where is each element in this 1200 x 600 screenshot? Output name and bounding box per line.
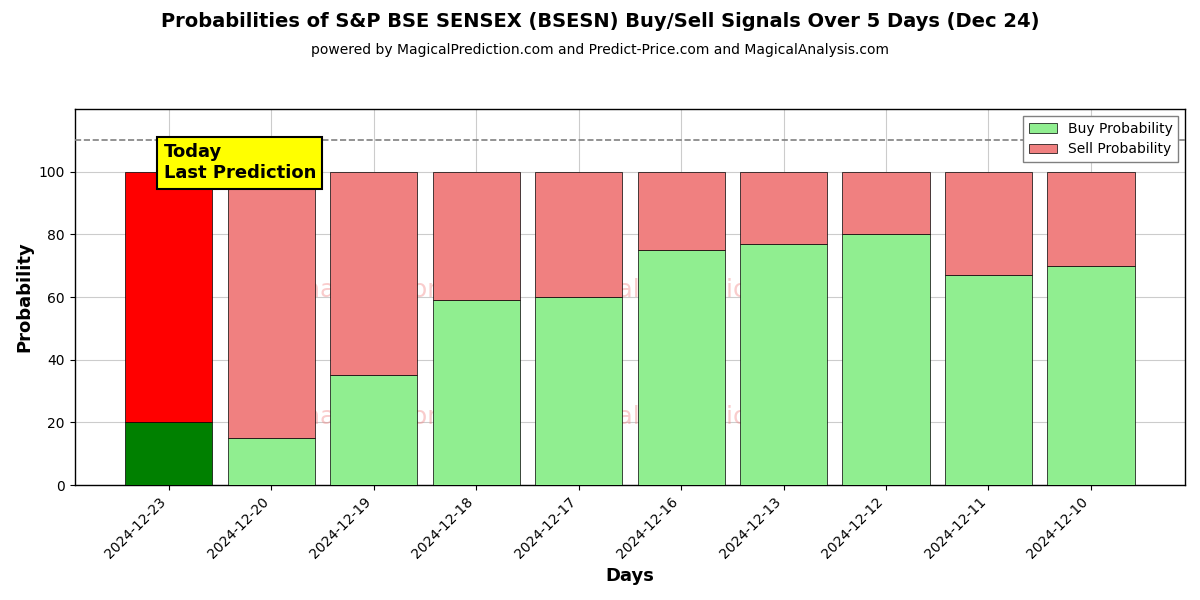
Bar — [228, 438, 314, 485]
Bar — [330, 172, 418, 376]
Text: calAnalysis.com: calAnalysis.com — [252, 406, 452, 430]
Text: MagicalPrediction.com: MagicalPrediction.com — [545, 278, 826, 302]
Bar — [125, 172, 212, 422]
Bar — [842, 172, 930, 235]
Bar — [535, 172, 622, 297]
Bar — [637, 250, 725, 485]
Bar — [228, 172, 314, 438]
Text: MagicalPrediction.com: MagicalPrediction.com — [545, 406, 826, 430]
Text: Today
Last Prediction: Today Last Prediction — [163, 143, 316, 182]
Bar — [1048, 266, 1134, 485]
Bar — [842, 235, 930, 485]
X-axis label: Days: Days — [605, 567, 654, 585]
Bar — [740, 172, 827, 244]
Bar — [740, 244, 827, 485]
Text: powered by MagicalPrediction.com and Predict-Price.com and MagicalAnalysis.com: powered by MagicalPrediction.com and Pre… — [311, 43, 889, 57]
Bar — [944, 275, 1032, 485]
Bar — [535, 297, 622, 485]
Text: calAnalysis.com: calAnalysis.com — [252, 278, 452, 302]
Bar — [637, 172, 725, 250]
Bar — [330, 376, 418, 485]
Bar — [944, 172, 1032, 275]
Legend: Buy Probability, Sell Probability: Buy Probability, Sell Probability — [1024, 116, 1178, 162]
Bar — [432, 300, 520, 485]
Bar — [432, 172, 520, 300]
Bar — [125, 422, 212, 485]
Bar — [1048, 172, 1134, 266]
Y-axis label: Probability: Probability — [16, 242, 34, 352]
Text: Probabilities of S&P BSE SENSEX (BSESN) Buy/Sell Signals Over 5 Days (Dec 24): Probabilities of S&P BSE SENSEX (BSESN) … — [161, 12, 1039, 31]
